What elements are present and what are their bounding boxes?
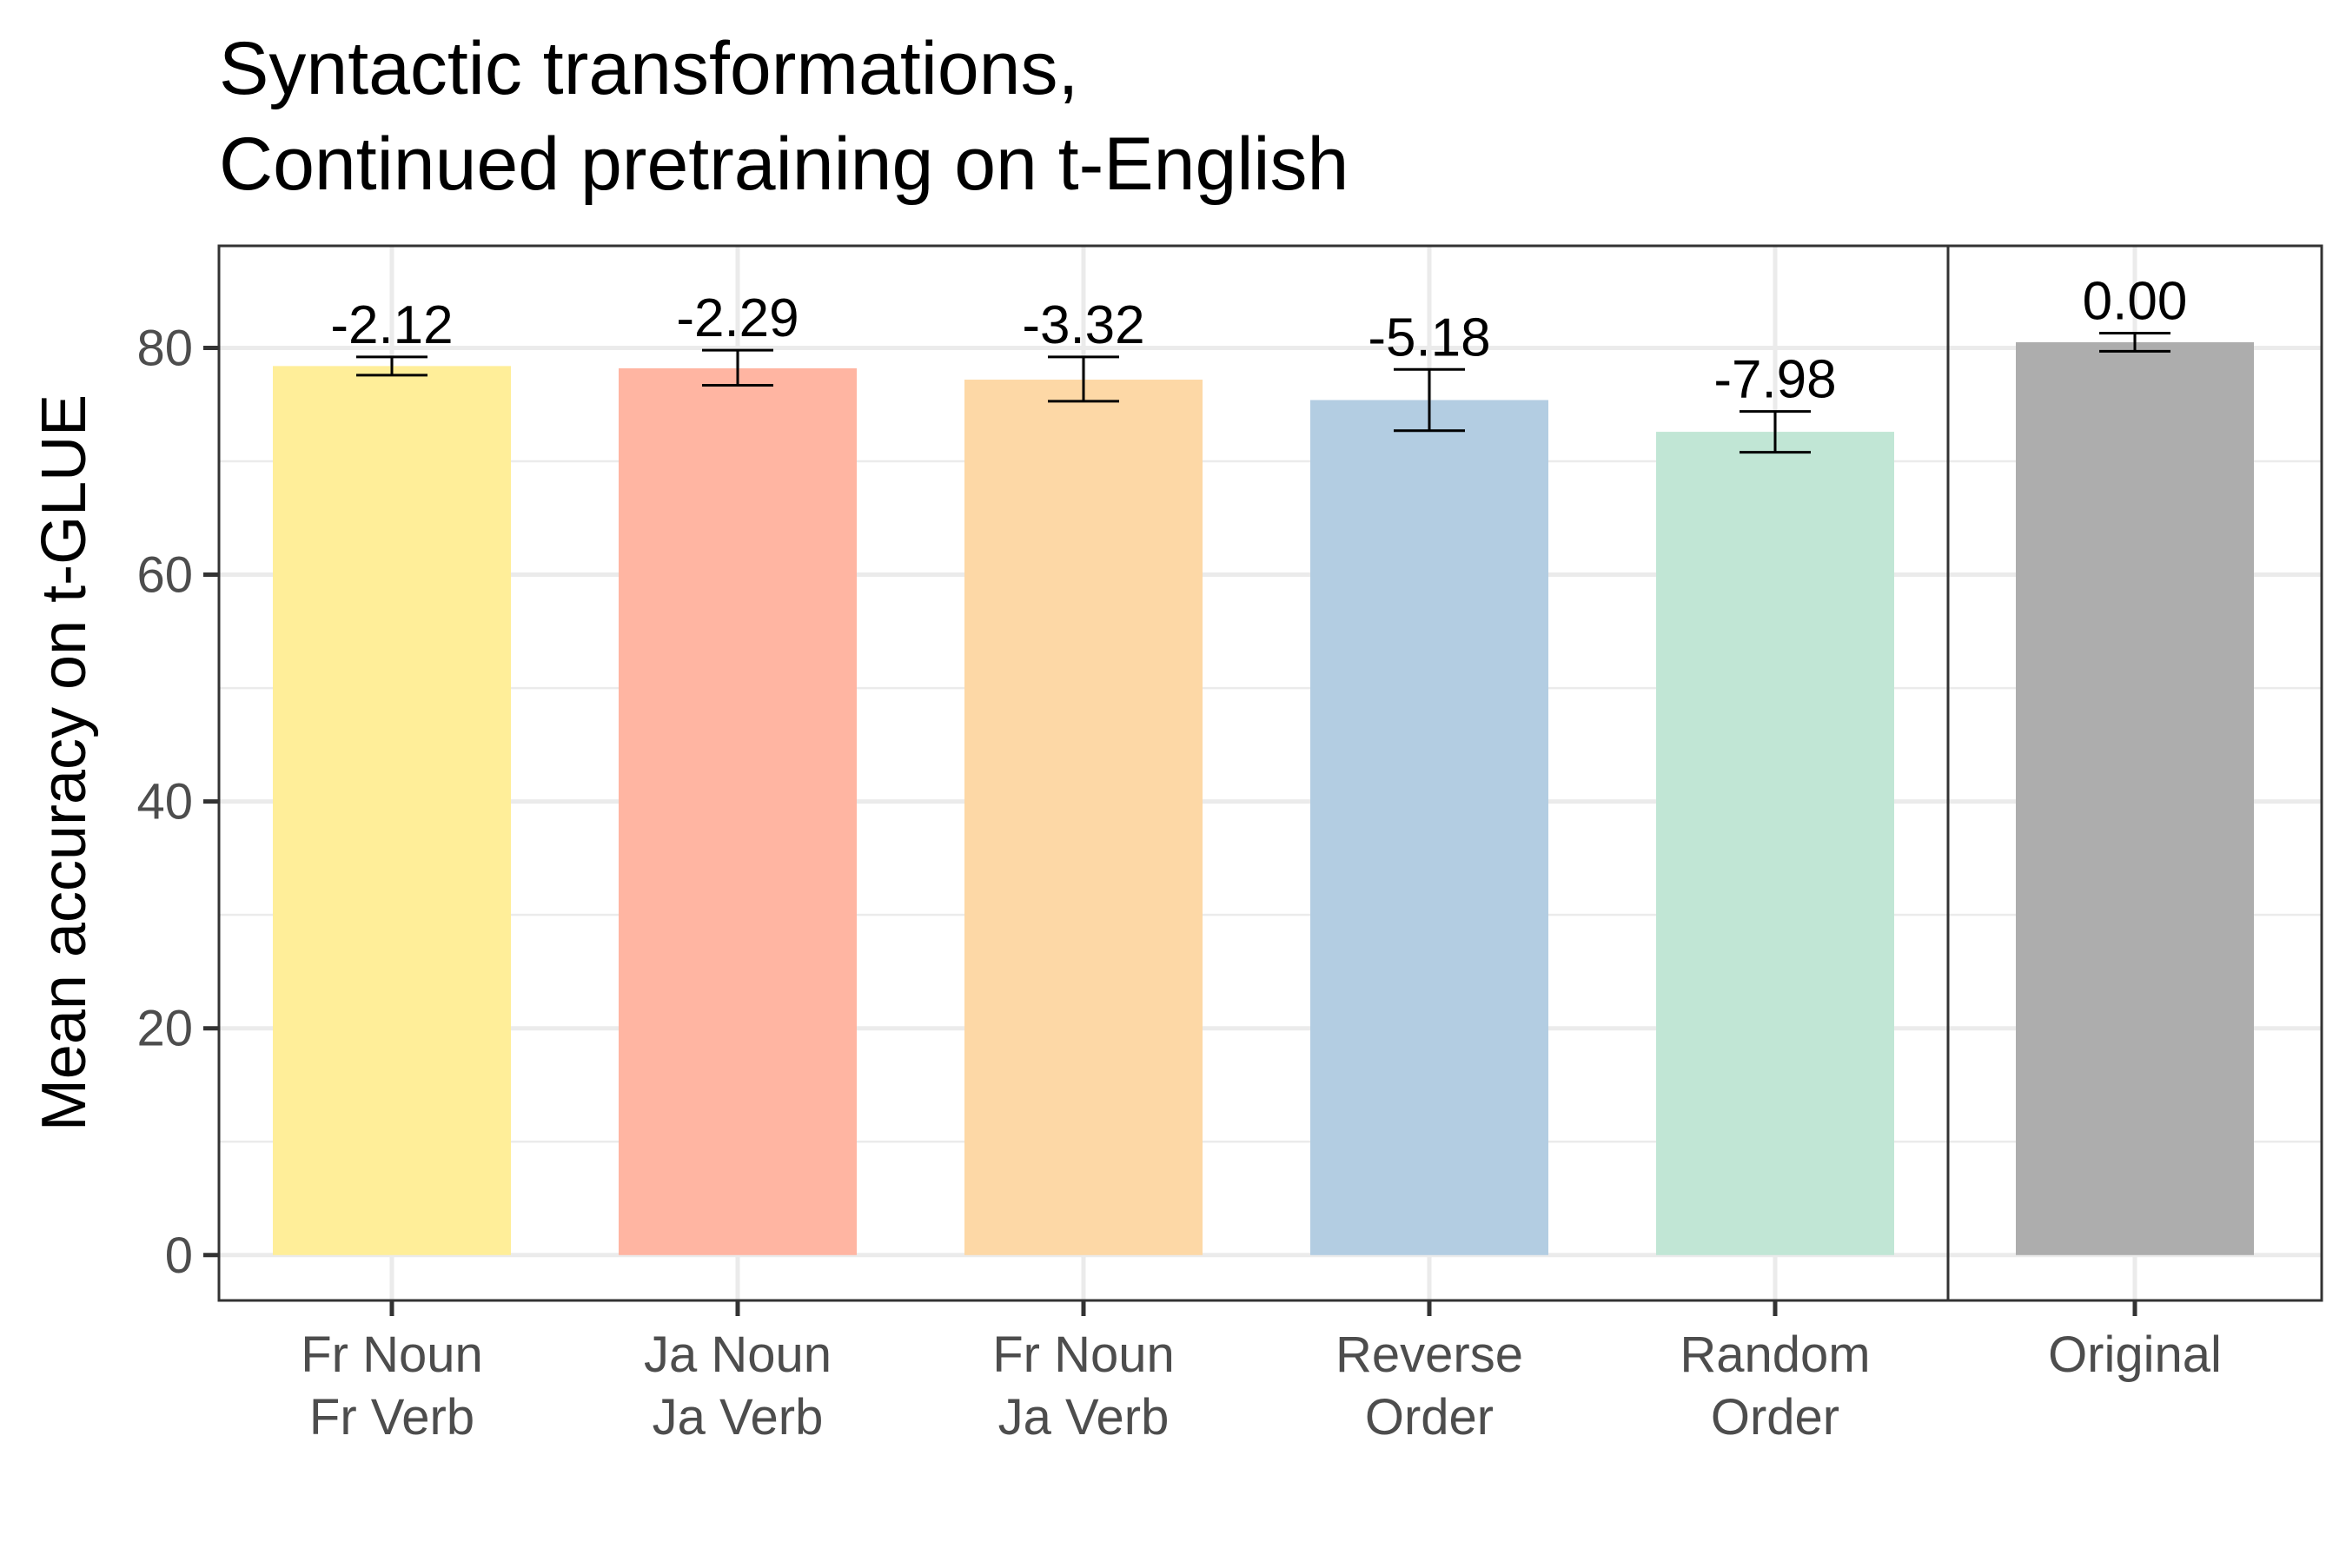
y-tick-label: 80	[136, 320, 193, 376]
x-tick-label: Reverse Order	[1335, 1327, 1523, 1446]
x-tick-label-line: Order	[1711, 1389, 1839, 1446]
y-tick-label: 0	[165, 1227, 193, 1284]
data-label: -5.18	[1368, 308, 1490, 367]
x-tick-label-line: Original	[2048, 1327, 2222, 1383]
plot-area: -2.12 Fr Noun Fr Verb -2.29 Ja Noun Ja Verb -3…	[136, 244, 2323, 1446]
x-tick-label-line: Ja Noun	[644, 1327, 832, 1383]
x-tick-label: Fr Noun Fr Verb	[301, 1327, 483, 1446]
chart-title-line-2: Continued pretraining on t-English	[219, 122, 1349, 206]
data-label: -2.12	[330, 295, 453, 355]
y-tick-label: 20	[136, 1001, 193, 1057]
x-tick-label-line: Fr Noun	[992, 1327, 1175, 1383]
y-tick-label: 60	[136, 547, 193, 604]
data-label: -3.32	[1022, 295, 1144, 355]
x-tick-label-line: Fr Noun	[301, 1327, 483, 1383]
x-tick-label-line: Ja Verb	[653, 1389, 824, 1446]
y-tick-label: 40	[136, 774, 193, 830]
x-tick-label-line: Ja Verb	[998, 1389, 1170, 1446]
bar	[1656, 432, 1894, 1255]
x-tick-label: Ja Noun Ja Verb	[644, 1327, 832, 1446]
x-tick-label: Original	[2048, 1327, 2222, 1383]
panel-transformed: -2.12 Fr Noun Fr Verb -2.29 Ja Noun Ja Verb -3…	[217, 244, 1950, 1446]
bar	[1310, 400, 1548, 1255]
panel-border	[1946, 244, 2323, 1302]
y-axis-label: Mean accuracy on t-GLUE	[30, 394, 99, 1131]
data-label: 0.00	[2083, 272, 2188, 332]
chart-title-line-1: Syntactic transformations,	[219, 27, 1078, 110]
x-tick-label: Random Order	[1680, 1327, 1870, 1446]
panel-original: 0.00 Original	[1946, 244, 2323, 1383]
data-label: -7.98	[1713, 350, 1836, 410]
bar	[964, 380, 1203, 1255]
x-tick-label-line: Random	[1680, 1327, 1870, 1383]
x-tick-label: Fr Noun Ja Verb	[992, 1327, 1175, 1446]
bar	[619, 367, 857, 1255]
x-tick-label-line: Fr Verb	[309, 1389, 474, 1446]
bar	[273, 366, 511, 1255]
data-label: -2.29	[676, 288, 799, 348]
x-tick-label-line: Reverse	[1335, 1327, 1523, 1383]
bar	[2016, 341, 2254, 1255]
x-tick-label-line: Order	[1365, 1389, 1494, 1446]
